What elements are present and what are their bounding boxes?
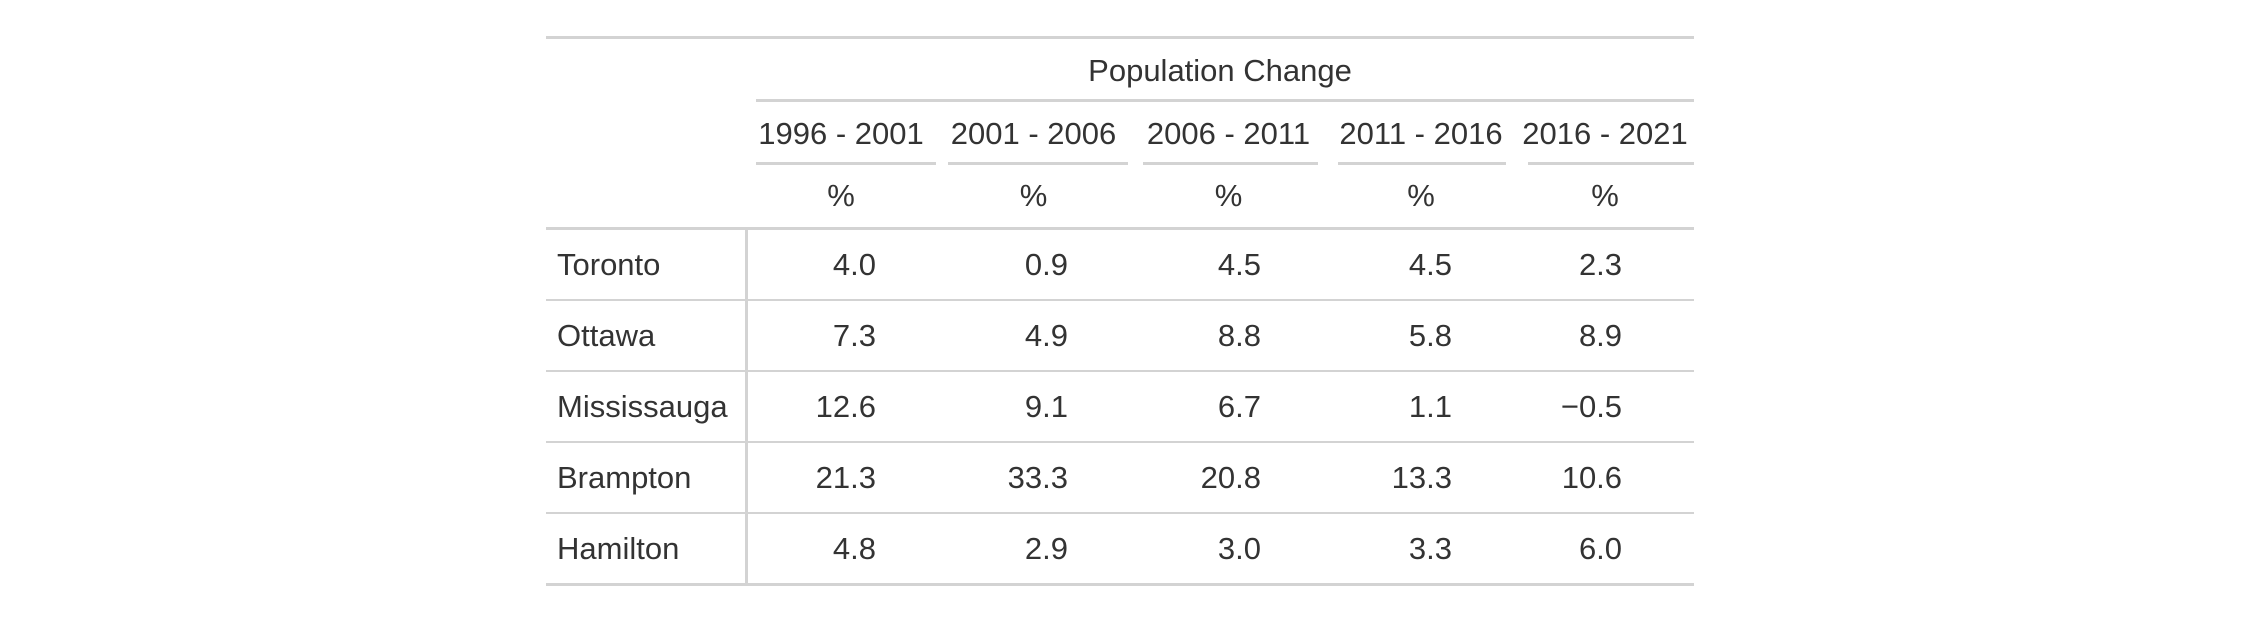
unit-label: % — [1516, 165, 1695, 230]
period-label: 1996 - 2001 — [758, 116, 924, 151]
row-label: Mississauga — [546, 371, 748, 443]
table-row: Toronto 4.0 0.9 4.5 4.5 2.3 — [546, 228, 1695, 301]
value-cell: 9.1 — [936, 371, 1131, 443]
period-label: 2001 - 2006 — [950, 116, 1117, 151]
period-header: 2001 - 2006 — [936, 102, 1131, 165]
unit-label: % — [936, 165, 1131, 230]
value-cell: 8.9 — [1516, 300, 1695, 372]
population-change-table: Population Change 1996 - 2001 2001 - 200… — [546, 36, 1695, 586]
unit-label: % — [1131, 165, 1326, 230]
unit-header-row: % % % % % — [546, 165, 1695, 230]
period-header: 2011 - 2016 — [1326, 102, 1516, 165]
value-cell: 10.6 — [1516, 442, 1695, 514]
data-table: Population Change 1996 - 2001 2001 - 200… — [546, 36, 1695, 586]
unit-label: % — [1326, 165, 1516, 230]
value-cell: 20.8 — [1131, 442, 1326, 514]
row-label: Ottawa — [546, 300, 748, 372]
period-underline — [1528, 162, 1695, 165]
period-header: 2016 - 2021 — [1516, 102, 1695, 165]
value-cell: 2.3 — [1516, 228, 1695, 301]
value-cell: 5.8 — [1326, 300, 1516, 372]
row-label: Brampton — [546, 442, 748, 514]
table-header: Population Change 1996 - 2001 2001 - 200… — [546, 37, 1695, 230]
spanner-underline — [756, 99, 1695, 102]
value-cell: 4.9 — [936, 300, 1131, 372]
row-label: Toronto — [546, 228, 748, 301]
period-header: 1996 - 2001 — [746, 102, 936, 165]
period-underline — [756, 162, 936, 165]
value-cell: 6.0 — [1516, 513, 1695, 586]
row-label: Hamilton — [546, 513, 748, 586]
value-cell: 3.3 — [1326, 513, 1516, 586]
table-row: Hamilton 4.8 2.9 3.0 3.3 6.0 — [546, 513, 1695, 586]
value-cell: 0.9 — [936, 228, 1131, 301]
period-header: 2006 - 2011 — [1131, 102, 1326, 165]
value-cell: 7.3 — [746, 300, 936, 372]
period-underline — [948, 162, 1128, 165]
value-cell: 6.7 — [1131, 371, 1326, 443]
spanner-row: Population Change — [546, 37, 1695, 103]
table-row: Mississauga 12.6 9.1 6.7 1.1 −0.5 — [546, 371, 1695, 443]
table-row: Brampton 21.3 33.3 20.8 13.3 10.6 — [546, 442, 1695, 514]
value-cell: 8.8 — [1131, 300, 1326, 372]
stub-header-empty-2 — [546, 102, 746, 165]
value-cell: 4.0 — [746, 228, 936, 301]
table-row: Ottawa 7.3 4.9 8.8 5.8 8.9 — [546, 300, 1695, 372]
period-header-row: 1996 - 2001 2001 - 2006 2006 - 2011 2011… — [546, 102, 1695, 165]
value-cell: 12.6 — [746, 371, 936, 443]
value-cell: 4.8 — [746, 513, 936, 586]
value-cell: 33.3 — [936, 442, 1131, 514]
value-cell: 3.0 — [1131, 513, 1326, 586]
value-cell: 1.1 — [1326, 371, 1516, 443]
period-underline — [1338, 162, 1506, 165]
stub-header-empty — [546, 38, 746, 103]
spanner-header: Population Change — [746, 38, 1695, 102]
spanner-label: Population Change — [1088, 53, 1352, 88]
period-label: 2011 - 2016 — [1339, 116, 1503, 151]
table-body: Toronto 4.0 0.9 4.5 4.5 2.3 Ottawa 7.3 4… — [546, 228, 1695, 586]
value-cell: 4.5 — [1131, 228, 1326, 301]
period-label: 2006 - 2011 — [1146, 116, 1311, 151]
value-cell: −0.5 — [1516, 371, 1695, 443]
value-cell: 2.9 — [936, 513, 1131, 586]
value-cell: 13.3 — [1326, 442, 1516, 514]
value-cell: 4.5 — [1326, 228, 1516, 301]
value-cell: 21.3 — [746, 442, 936, 514]
period-label: 2016 - 2021 — [1522, 116, 1688, 151]
period-underline — [1143, 162, 1318, 165]
unit-label: % — [746, 165, 936, 230]
stub-header-empty-3 — [546, 165, 746, 230]
